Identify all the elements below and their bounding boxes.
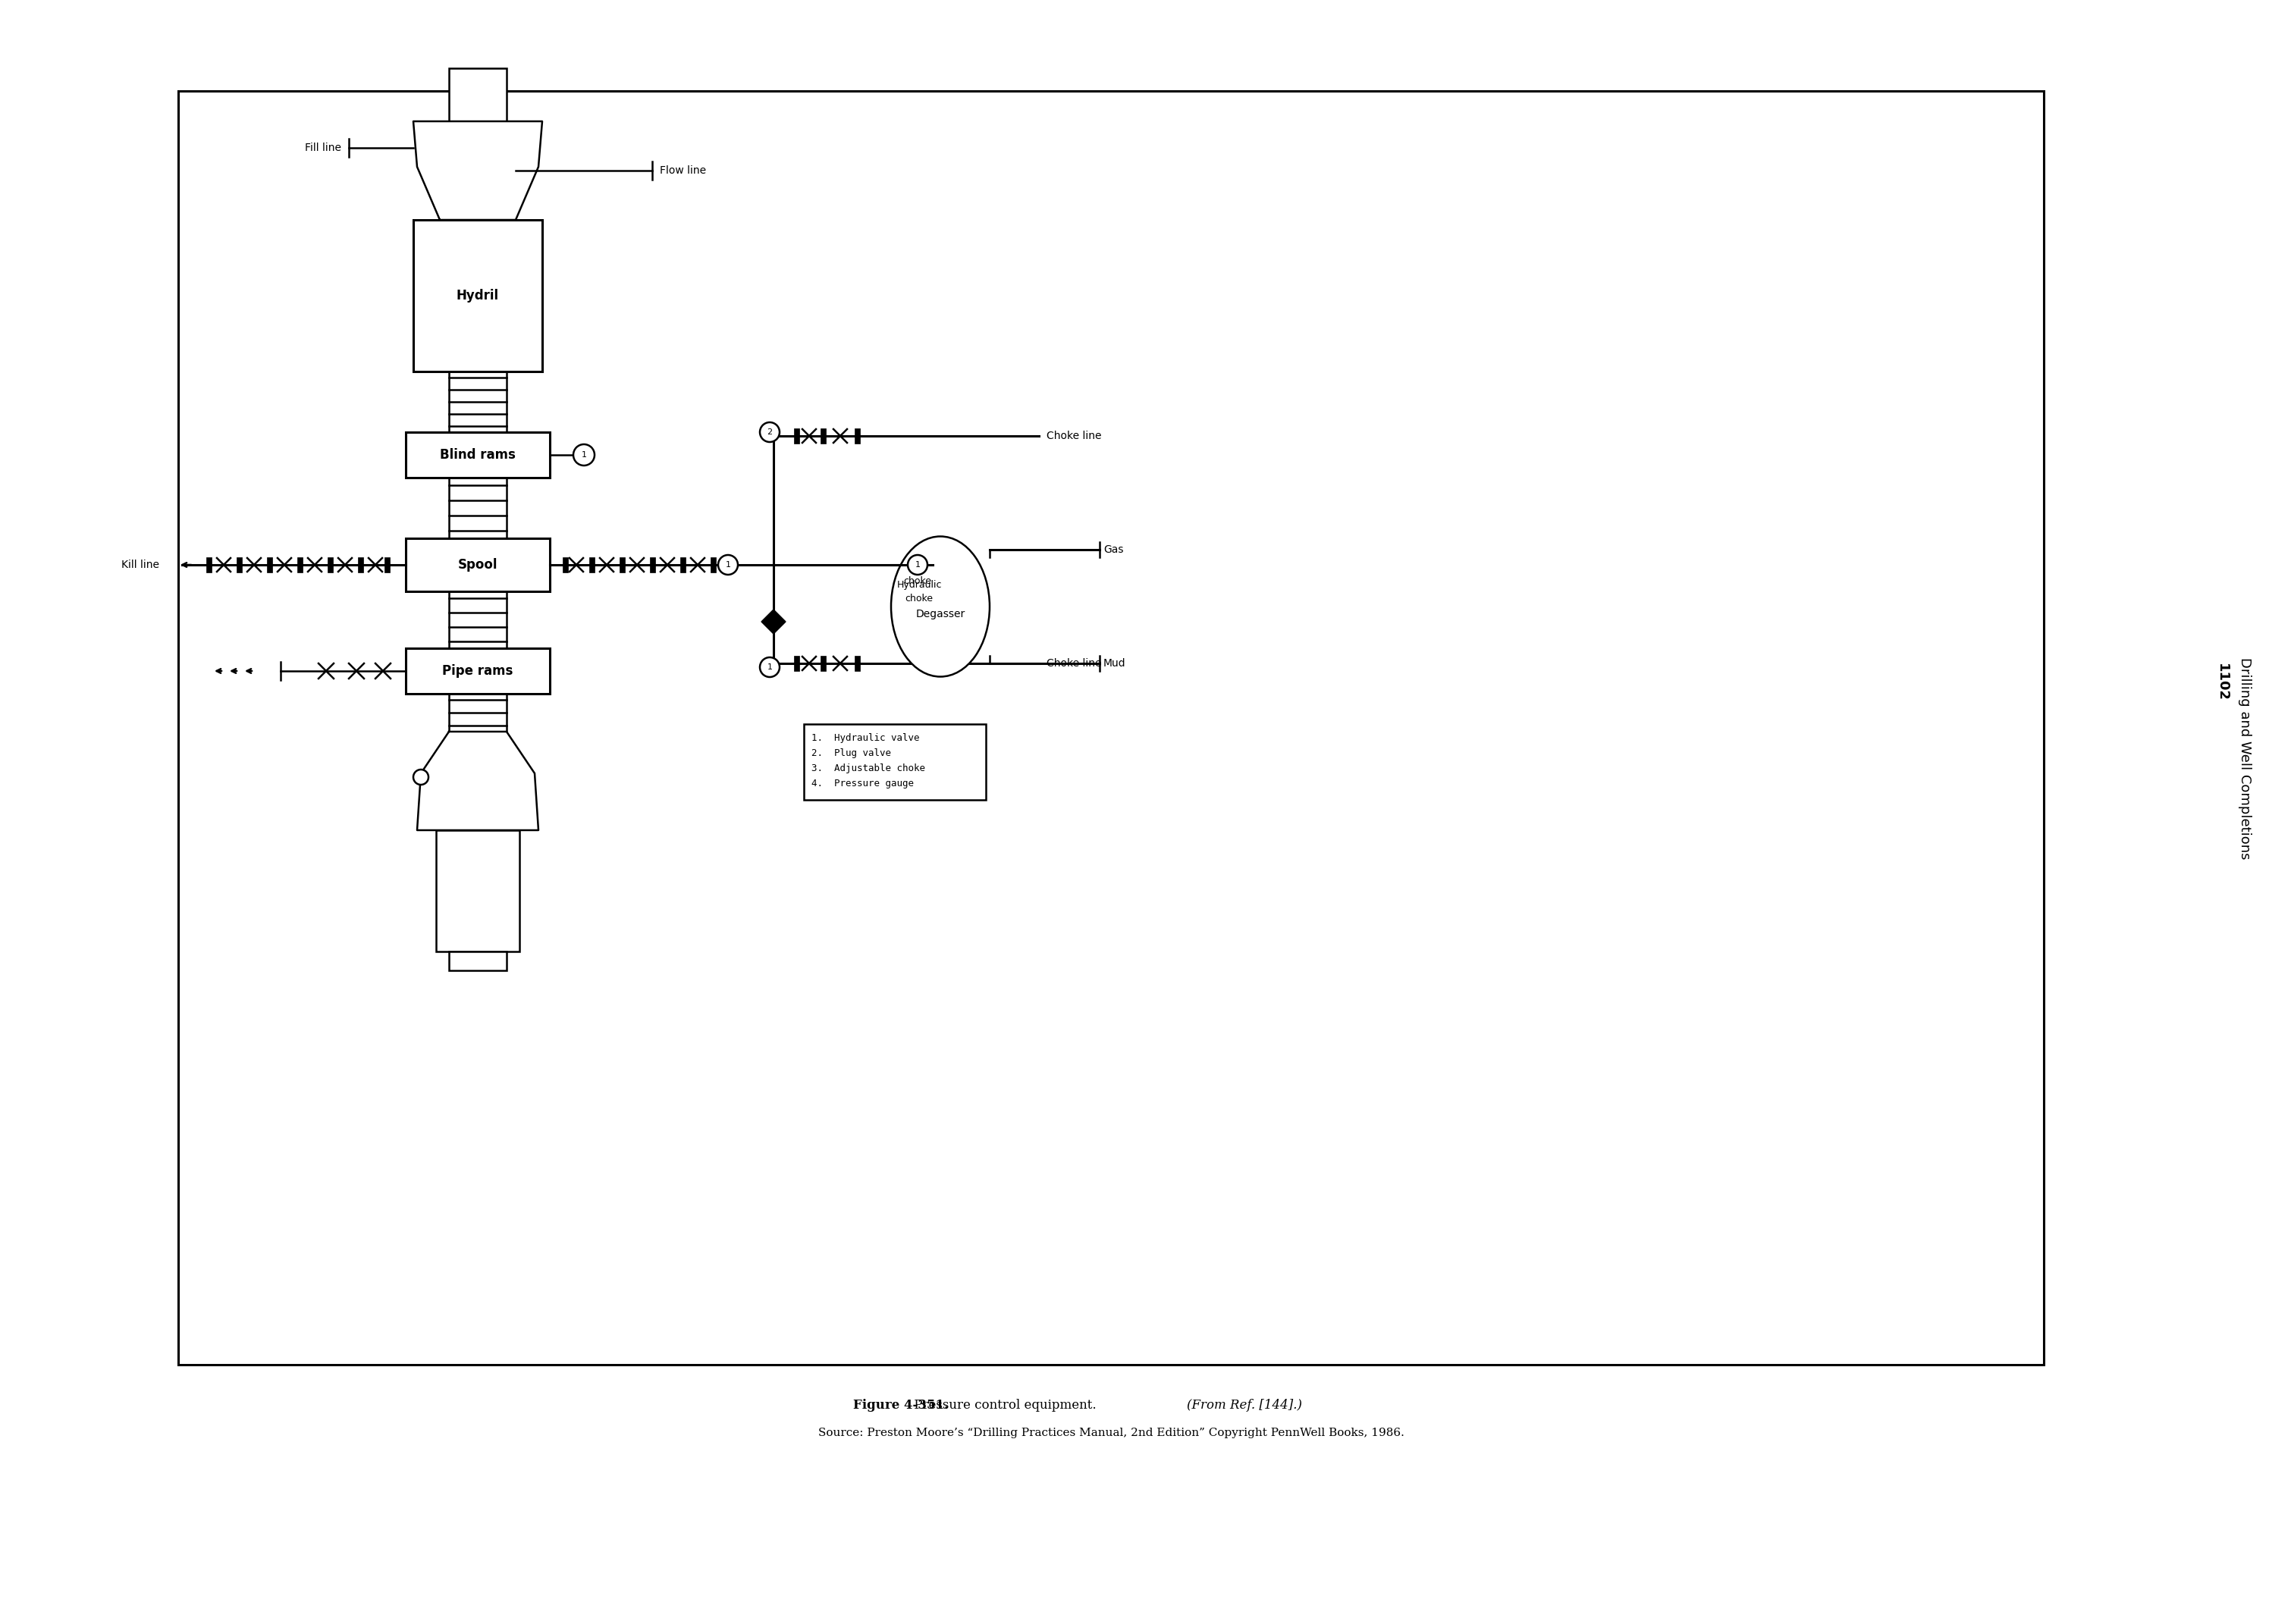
Bar: [562, 557, 569, 572]
Text: Mud: Mud: [1103, 658, 1126, 669]
Text: Kill line: Kill line: [122, 560, 158, 570]
Text: Degasser: Degasser: [915, 609, 966, 619]
Bar: [450, 372, 507, 432]
Text: 3.  Adjustable choke: 3. Adjustable choke: [812, 763, 924, 773]
Bar: [821, 429, 826, 443]
Bar: [856, 656, 860, 671]
Text: choke: choke: [904, 577, 931, 586]
Text: Blind rams: Blind rams: [440, 448, 516, 461]
Circle shape: [574, 445, 594, 466]
Ellipse shape: [890, 536, 989, 677]
Bar: [794, 429, 798, 443]
Text: (From Ref. [144].): (From Ref. [144].): [1186, 1398, 1303, 1411]
Bar: [385, 557, 390, 572]
Bar: [681, 557, 686, 572]
Text: Pressure control equipment.: Pressure control equipment.: [911, 1398, 1101, 1411]
Text: 1: 1: [580, 451, 587, 458]
Bar: [328, 557, 333, 572]
Bar: [358, 557, 362, 572]
Text: 2: 2: [766, 429, 773, 435]
Bar: [649, 557, 656, 572]
Bar: [179, 91, 2044, 1364]
Bar: [266, 557, 273, 572]
Text: Choke line: Choke line: [1046, 430, 1101, 442]
Text: Source: Preston Moore’s “Drilling Practices Manual, 2nd Edition” Copyright PennW: Source: Preston Moore’s “Drilling Practi…: [819, 1427, 1404, 1439]
Circle shape: [759, 422, 780, 442]
Text: 1: 1: [766, 663, 773, 671]
Bar: [711, 557, 716, 572]
Text: Hydril: Hydril: [457, 289, 500, 302]
Bar: [450, 591, 507, 648]
Bar: [803, 724, 986, 801]
Text: 4.  Pressure gauge: 4. Pressure gauge: [812, 778, 913, 788]
Bar: [821, 656, 826, 671]
Circle shape: [718, 555, 739, 575]
Text: 2.  Plug valve: 2. Plug valve: [812, 749, 890, 758]
Text: Pipe rams: Pipe rams: [443, 664, 514, 677]
Bar: [406, 648, 551, 693]
Text: Figure 4-351.: Figure 4-351.: [853, 1398, 950, 1411]
Text: choke: choke: [906, 594, 934, 604]
Bar: [450, 477, 507, 538]
Bar: [619, 557, 624, 572]
Text: 1: 1: [915, 560, 920, 568]
Polygon shape: [418, 732, 539, 830]
Bar: [590, 557, 594, 572]
Polygon shape: [413, 122, 541, 219]
Circle shape: [759, 658, 780, 677]
Polygon shape: [762, 609, 785, 633]
Bar: [406, 432, 551, 477]
Text: 1: 1: [725, 560, 732, 568]
Bar: [450, 68, 507, 122]
Text: Fill line: Fill line: [305, 143, 342, 153]
Text: Gas: Gas: [1103, 544, 1124, 555]
Bar: [406, 538, 551, 591]
Bar: [856, 429, 860, 443]
Bar: [794, 656, 798, 671]
Text: 1102: 1102: [2216, 663, 2230, 702]
Text: Choke line: Choke line: [1046, 658, 1101, 669]
Bar: [450, 952, 507, 971]
Text: 1.  Hydraulic valve: 1. Hydraulic valve: [812, 732, 920, 742]
Bar: [236, 557, 241, 572]
Circle shape: [413, 770, 429, 784]
Bar: [298, 557, 303, 572]
Text: Hydraulic: Hydraulic: [897, 580, 941, 590]
Text: Spool: Spool: [459, 559, 498, 572]
Bar: [450, 693, 507, 732]
Text: Flow line: Flow line: [661, 166, 707, 175]
Bar: [436, 830, 518, 952]
Bar: [413, 219, 541, 372]
Circle shape: [908, 555, 927, 575]
Text: Drilling and Well Completions: Drilling and Well Completions: [2239, 658, 2250, 859]
Bar: [206, 557, 211, 572]
